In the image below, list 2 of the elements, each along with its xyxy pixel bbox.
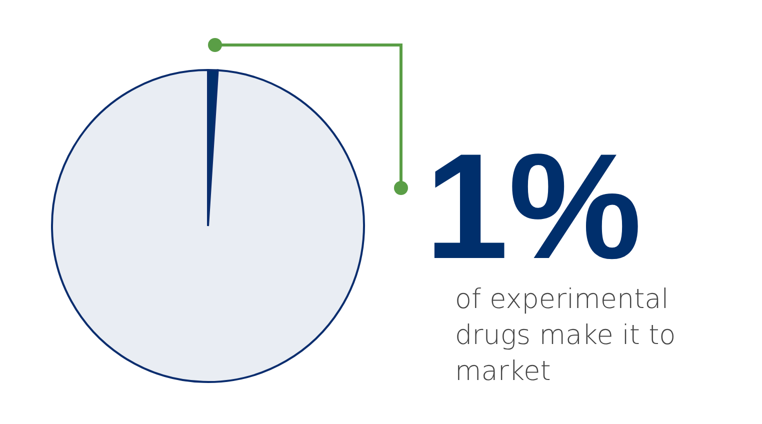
text: of experimental drugs make it to market [455, 283, 677, 389]
pie-slice [51, 69, 365, 383]
